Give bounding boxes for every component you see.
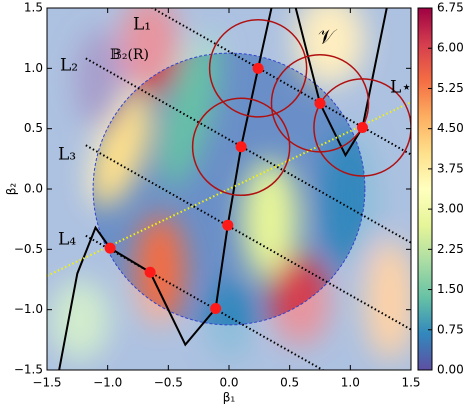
outside-fade <box>47 8 411 370</box>
intersection-point <box>104 242 116 254</box>
disc <box>92 52 366 326</box>
intersection-point <box>314 97 326 109</box>
curve <box>58 8 388 370</box>
colorbar-tick-label: 0.75 <box>437 322 464 336</box>
heatmap <box>47 8 411 370</box>
x-tick-label: 0.5 <box>280 376 299 390</box>
neighborhood-circle <box>313 78 411 177</box>
colorbar-tick-label: 6.75 <box>437 1 464 15</box>
x-tick-label: −1.0 <box>93 376 122 390</box>
intersection-point <box>210 302 222 314</box>
line-5 <box>47 101 411 277</box>
neighborhood-circle <box>208 19 308 118</box>
colorbar-tick-label: 3.75 <box>437 161 464 175</box>
colorbar-tick-label: 5.25 <box>437 81 464 95</box>
colorbar-tick-label: 0.00 <box>437 363 464 377</box>
y-tick-label: 1.0 <box>24 61 43 75</box>
intersection-point <box>144 266 156 278</box>
plot-layers <box>47 8 411 370</box>
y-tick-label: −1.0 <box>14 302 43 316</box>
colorbar-tick-label: 6.00 <box>437 41 464 55</box>
line-label: L₃ <box>58 145 76 165</box>
intersection-point <box>222 219 234 231</box>
colorbar-tick-label: 3.00 <box>437 202 464 216</box>
y-tick-label: 0.0 <box>24 182 43 196</box>
intersection-point <box>235 141 247 153</box>
line-label: L⋆ <box>390 78 412 98</box>
colorbar-tick-label: 1.50 <box>437 282 464 296</box>
colorbar-tick-label: 4.50 <box>437 121 464 135</box>
x-tick-label: 1.0 <box>341 376 360 390</box>
x-tick-label: −1.5 <box>32 376 61 390</box>
outside-fade <box>47 8 411 370</box>
y-tick-label: −0.5 <box>14 242 43 256</box>
line-label: L₁ <box>133 15 151 35</box>
y-tick-label: 0.5 <box>24 121 43 135</box>
colorbar-tick-label: 2.25 <box>437 242 464 256</box>
colorbar <box>417 7 433 371</box>
x-tick-label: 0.0 <box>219 376 238 390</box>
x-axis-label: β₁ <box>223 391 236 405</box>
line-label: L₄ <box>58 230 76 250</box>
intersection-point <box>252 62 264 74</box>
disc-label: 𝔹₂(R) <box>110 47 149 63</box>
line-1 <box>150 8 411 156</box>
y-tick-label: −1.5 <box>14 363 43 377</box>
intersection-point <box>356 121 368 133</box>
x-tick-label: 1.5 <box>401 376 420 390</box>
neighborhood-circle <box>191 97 291 197</box>
curve-label: 𝒱 <box>318 25 338 49</box>
x-tick-label: −0.5 <box>154 376 183 390</box>
y-axis-label: β₂ <box>5 183 19 196</box>
line-label: L₂ <box>60 56 78 76</box>
y-tick-label: 1.5 <box>24 1 43 15</box>
